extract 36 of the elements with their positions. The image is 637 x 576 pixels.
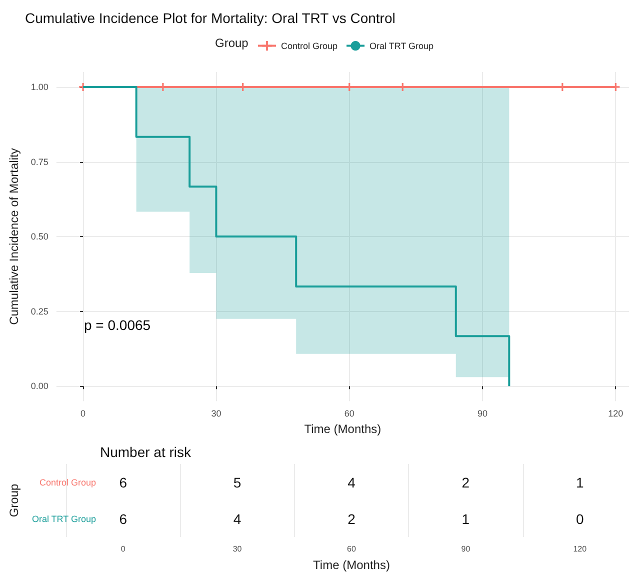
data-label: 4 bbox=[233, 510, 242, 527]
data-label: 1 bbox=[576, 474, 584, 490]
legend-label: Oral TRT Group bbox=[370, 40, 434, 51]
x-tick-label: 90 bbox=[461, 544, 471, 554]
x-tick-label: 60 bbox=[344, 408, 354, 419]
chart-title: Number at risk bbox=[100, 444, 192, 460]
data-label: 1 bbox=[462, 510, 470, 527]
x-tick-label: 120 bbox=[573, 544, 588, 554]
data-label: 6 bbox=[119, 474, 128, 490]
annotation: p = 0.0065 bbox=[84, 317, 151, 333]
x-tick-label: 60 bbox=[347, 544, 356, 554]
x-axis-title: Time (Months) bbox=[304, 422, 382, 436]
data-label: 6 bbox=[119, 510, 128, 527]
y-tick-label: 0.00 bbox=[30, 381, 48, 392]
data-label: 2 bbox=[462, 474, 470, 490]
y-tick-label: 0.25 bbox=[30, 306, 48, 316]
legend-title: Group bbox=[215, 36, 249, 50]
legend-label: Control Group bbox=[281, 40, 338, 51]
x-tick-label: 30 bbox=[232, 544, 242, 554]
y-tick-label: 0.50 bbox=[30, 232, 48, 242]
x-tick-label: 0 bbox=[120, 544, 126, 554]
y-tick-label: 0.75 bbox=[30, 156, 48, 167]
data-label: 4 bbox=[348, 474, 356, 490]
data-label: 5 bbox=[233, 474, 242, 490]
data-label: 0 bbox=[576, 510, 584, 527]
x-axis-title: Time (Months) bbox=[313, 558, 390, 572]
x-tick-label: 30 bbox=[211, 408, 222, 419]
x-tick-label: 90 bbox=[478, 408, 488, 419]
y-axis-title: Group bbox=[7, 484, 21, 518]
y-tick-label: 1.00 bbox=[30, 82, 48, 92]
y-tick-label: Oral TRT Group bbox=[32, 514, 96, 524]
chart-title: Cumulative Incidence Plot for Mortality: Oral TRT vs Control bbox=[25, 10, 396, 26]
x-tick-label: 120 bbox=[608, 408, 624, 419]
y-axis-title: Cumulative Incidence of Mortality bbox=[7, 148, 21, 325]
data-label: 2 bbox=[348, 510, 356, 527]
x-tick-label: 0 bbox=[80, 408, 86, 419]
